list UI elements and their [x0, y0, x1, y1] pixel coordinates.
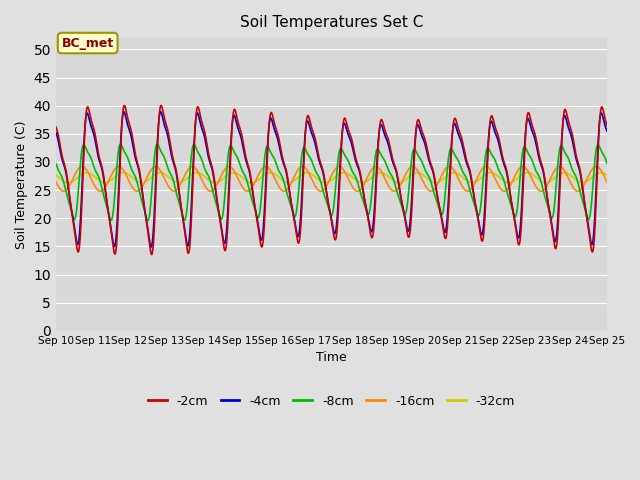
- X-axis label: Time: Time: [316, 351, 347, 364]
- Title: Soil Temperatures Set C: Soil Temperatures Set C: [240, 15, 423, 30]
- Y-axis label: Soil Temperature (C): Soil Temperature (C): [15, 120, 28, 249]
- Legend: -2cm, -4cm, -8cm, -16cm, -32cm: -2cm, -4cm, -8cm, -16cm, -32cm: [143, 390, 520, 413]
- Text: BC_met: BC_met: [61, 36, 114, 49]
